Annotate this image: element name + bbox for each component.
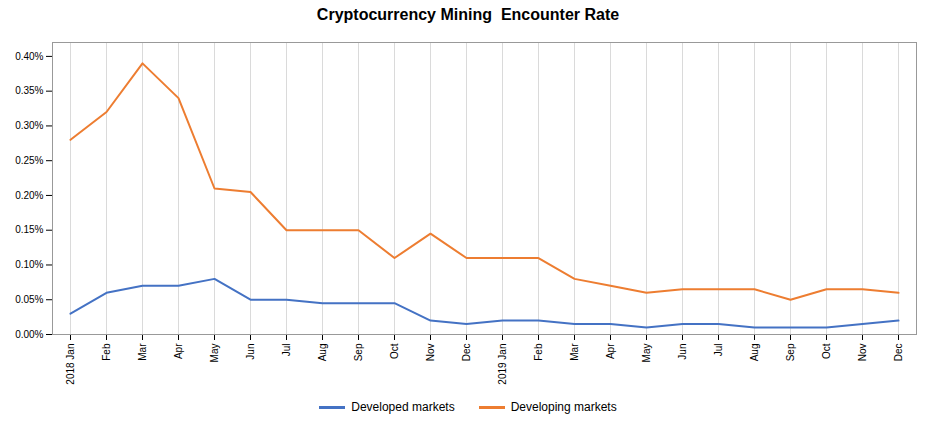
svg-text:Feb: Feb	[533, 343, 544, 361]
svg-text:0.35%: 0.35%	[15, 85, 43, 96]
svg-text:May: May	[641, 344, 652, 363]
svg-text:0.30%: 0.30%	[15, 120, 43, 131]
svg-text:Apr: Apr	[173, 343, 184, 359]
svg-text:Aug: Aug	[749, 344, 760, 362]
svg-text:Jul: Jul	[281, 344, 292, 357]
svg-text:0.05%: 0.05%	[15, 294, 43, 305]
svg-text:0.10%: 0.10%	[15, 259, 43, 270]
html-text:Developing markets: Developing markets	[510, 400, 617, 414]
svg-text:0.20%: 0.20%	[15, 190, 43, 201]
svg-text:2018 Jan: 2018 Jan	[65, 344, 76, 385]
svg-text:Dec: Dec	[893, 344, 904, 362]
svg-text:Oct: Oct	[821, 343, 832, 359]
svg-text:Jun: Jun	[677, 344, 688, 360]
svg-text:0.40%: 0.40%	[15, 51, 43, 62]
svg-text:0.15%: 0.15%	[15, 224, 43, 235]
svg-text:Feb: Feb	[101, 343, 112, 361]
svg-text:May: May	[209, 344, 220, 363]
html-text:Developed markets: Developed markets	[351, 400, 455, 414]
svg-text:2019 Jan: 2019 Jan	[497, 344, 508, 385]
html-text:Cryptocurrency Mining Encounte: Cryptocurrency Mining Encounter Rate	[316, 6, 620, 23]
svg-text:Nov: Nov	[857, 344, 868, 362]
svg-text:Sep: Sep	[785, 343, 796, 361]
svg-text:Sep: Sep	[353, 343, 364, 361]
svg-text:Nov: Nov	[425, 344, 436, 362]
svg-text:0.25%: 0.25%	[15, 155, 43, 166]
svg-text:0.00%: 0.00%	[15, 329, 43, 340]
svg-text:Mar: Mar	[137, 343, 148, 361]
svg-text:Mar: Mar	[569, 343, 580, 361]
svg-text:Jul: Jul	[713, 344, 724, 357]
svg-text:Apr: Apr	[605, 343, 616, 359]
svg-text:Jun: Jun	[245, 344, 256, 360]
svg-text:Oct: Oct	[389, 343, 400, 359]
svg-text:Dec: Dec	[461, 344, 472, 362]
svg-text:Aug: Aug	[317, 344, 328, 362]
